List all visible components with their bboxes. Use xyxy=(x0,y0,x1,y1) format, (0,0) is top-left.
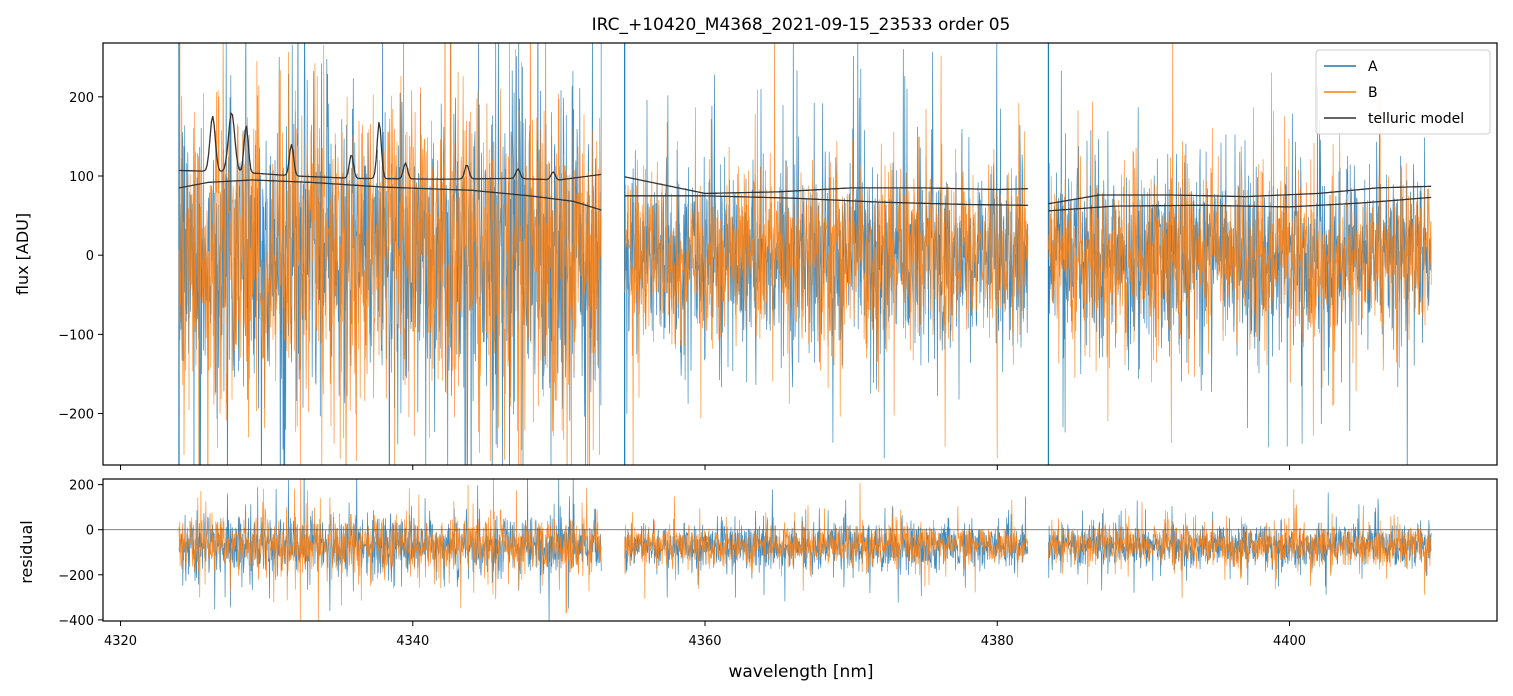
residual-xtick-label: 4340 xyxy=(396,634,429,649)
telluric-model-line-2 xyxy=(179,111,602,181)
flux-ytick-label: −100 xyxy=(58,328,94,343)
residual-ytick-label: −400 xyxy=(58,614,94,629)
legend-label-telluric: telluric model xyxy=(1368,111,1464,127)
flux-series-b-segment-3 xyxy=(1048,43,1432,444)
residual-xtick-label: 4360 xyxy=(688,634,721,649)
legend-label-a: A xyxy=(1368,59,1378,75)
legend-label-b: B xyxy=(1368,85,1378,101)
residual-ytick-label: 200 xyxy=(69,479,94,494)
telluric-model-line-5 xyxy=(1048,196,1432,212)
residual-xtick-label: 4320 xyxy=(104,634,137,649)
residual-xtick-label: 4400 xyxy=(1273,634,1306,649)
flux-series-b-segment-2 xyxy=(624,43,1029,465)
flux-ytick-label: −200 xyxy=(58,408,94,423)
legend: A B telluric model xyxy=(1315,49,1491,135)
residual-series-b-segment-2 xyxy=(624,483,1029,599)
residual-panel: −400 −200 0 200 4320 4340 4360 4380 4400 residu… xyxy=(17,478,1498,682)
residual-ylabel: residual xyxy=(17,520,36,583)
residual-series-b-segment-1 xyxy=(178,479,602,621)
flux-panel: −200 −100 0 100 200 flux [ADU] xyxy=(13,42,1498,470)
telluric-model-line-3 xyxy=(624,195,1028,206)
flux-ytick-label: 0 xyxy=(86,249,94,264)
xaxis-label: wavelength [nm] xyxy=(728,662,873,682)
telluric-model-line-6 xyxy=(1048,185,1432,205)
residual-axes-frame xyxy=(102,478,1498,622)
telluric-model-line-1 xyxy=(178,179,602,211)
flux-ytick-label: 200 xyxy=(69,91,94,106)
telluric-model-line-4 xyxy=(624,176,1028,195)
residual-series-b-segment-3 xyxy=(1048,489,1432,599)
chart-title: IRC_+10420_M4368_2021-09-15_23533 order … xyxy=(592,15,1011,35)
residual-ytick-label: −200 xyxy=(58,569,94,584)
flux-axes-frame xyxy=(102,42,1498,466)
residual-ytick-label: 0 xyxy=(86,524,94,539)
residual-xtick-label: 4380 xyxy=(981,634,1014,649)
legend-box xyxy=(1315,49,1491,135)
flux-ylabel: flux [ADU] xyxy=(13,213,32,295)
flux-series-b-segment-1 xyxy=(178,43,602,465)
flux-ytick-label: 100 xyxy=(69,170,94,185)
